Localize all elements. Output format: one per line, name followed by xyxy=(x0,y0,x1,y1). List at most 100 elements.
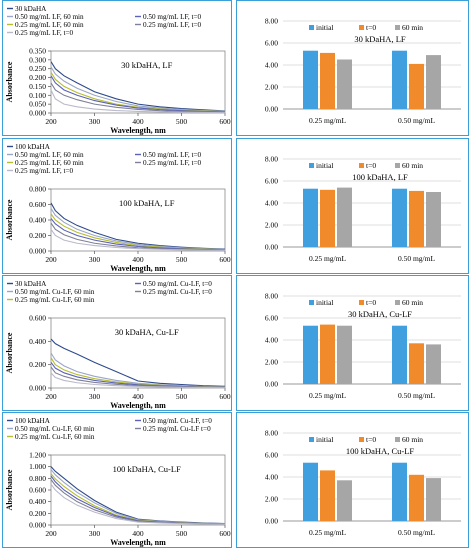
y-tick-label: 2.00 xyxy=(265,358,278,367)
legend-swatch xyxy=(359,437,364,442)
chart-annotation: 30 kDaHA, LF xyxy=(121,60,173,70)
y-tick-label: 0.400 xyxy=(29,337,46,346)
x-tick-label: 300 xyxy=(89,255,101,264)
y-tick-label: 0.00 xyxy=(265,517,278,526)
absorbance-panel: 30 kDaHA 0.50 mg/mL Cu-LF, t=0 0.50 mg/mL … xyxy=(2,275,232,411)
series-line xyxy=(50,466,226,525)
ph-panel: 0.00 2.00 4.00 6.00 8.00 initial t=0 60 min 30 k… xyxy=(236,0,469,136)
chart-annotation: 100 kDaHA, Cu-LF xyxy=(113,464,182,474)
y-tick-label: 2.00 xyxy=(265,83,278,92)
legend-label: 0.25 mg/mL LF, t=0 xyxy=(15,29,74,37)
y-axis-label: Absorbance xyxy=(5,199,14,240)
bar xyxy=(320,324,335,384)
chart-annotation: 30 kDaHA, Cu-LF xyxy=(348,309,412,319)
series-line xyxy=(50,475,226,525)
y-tick-label: 2.00 xyxy=(265,495,278,504)
x-tick-label: 200 xyxy=(45,529,57,538)
category-label: 0.50 mg/mL xyxy=(398,116,436,125)
absorbance-panel: 100 kDaHA 0.50 mg/mL Cu-LF, t=0 0.50 mg/mL… xyxy=(2,412,232,548)
legend-label: 0.50 mg/mL Cu-LF, 60 min xyxy=(15,288,95,296)
series-line xyxy=(50,479,226,525)
legend-label: initial xyxy=(316,435,334,444)
bar xyxy=(426,55,441,109)
series-line xyxy=(50,483,226,525)
legend-swatch xyxy=(309,163,314,168)
bar xyxy=(337,480,352,521)
category-label: 0.50 mg/mL xyxy=(398,254,436,263)
y-tick-label: 0.000 xyxy=(29,384,46,393)
y-tick-label: 0.400 xyxy=(29,497,46,506)
legend-label: 0.50 mg/mL LF, 60 min xyxy=(15,151,84,159)
bar xyxy=(320,52,335,109)
legend-swatch xyxy=(395,163,400,168)
bar xyxy=(392,188,407,247)
bar xyxy=(409,343,424,384)
bar xyxy=(409,63,424,109)
legend: 100 kDaHA 0.50 mg/mL Cu-LF, t=0 0.50 mg/mL… xyxy=(7,417,212,441)
y-tick-label: 4.00 xyxy=(265,61,278,70)
bar xyxy=(337,325,352,384)
ph-bar-chart: 0.00 2.00 4.00 6.00 8.00 initial t=0 60 min 30 k… xyxy=(265,17,461,125)
y-tick-label: 1.200 xyxy=(29,451,46,460)
legend-label: initial xyxy=(316,298,334,307)
chart-annotation: 30 kDaHA, LF xyxy=(354,34,406,44)
absorbance-chart: 30 kDaHA 0.50 mg/mL Cu-LF, t=0 0.50 mg/mL … xyxy=(5,280,231,410)
bar xyxy=(303,462,318,521)
legend-label: 0.25 mg/mL LF, 60 min xyxy=(15,21,84,29)
legend-swatch xyxy=(395,25,400,30)
legend-label: 0.25 mg/mL Cu-LF, t=0 xyxy=(143,288,212,296)
absorbance-chart: 100 kDaHA 0.50 mg/mL Cu-LF, t=0 0.50 mg/mL… xyxy=(5,417,231,547)
bar xyxy=(303,325,318,384)
y-tick-label: 8.00 xyxy=(265,429,278,438)
legend-label: 60 min xyxy=(402,435,423,444)
legend-swatch xyxy=(309,437,314,442)
chart-annotation: 100 kDaHA, LF xyxy=(352,172,408,182)
x-tick-label: 500 xyxy=(176,529,188,538)
y-tick-label: 0.600 xyxy=(29,200,46,209)
legend-label: 0.25 mg/mL Cu-LF, 60 min xyxy=(15,433,95,441)
bar xyxy=(320,189,335,247)
y-tick-label: 0.800 xyxy=(29,185,46,194)
x-axis-label: Wavelength, nm xyxy=(110,401,166,410)
category-label: 0.50 mg/mL xyxy=(398,528,436,537)
x-tick-label: 300 xyxy=(89,392,101,401)
legend-label: 0.50 mg/mL LF, t=0 xyxy=(143,151,202,159)
bar xyxy=(303,50,318,109)
x-tick-label: 200 xyxy=(45,392,57,401)
bar xyxy=(409,190,424,247)
y-tick-label: 0.200 xyxy=(29,73,46,82)
x-tick-label: 600 xyxy=(219,529,231,538)
y-tick-label: 0.050 xyxy=(29,100,46,109)
legend-label: 0.25 mg/mL Cu-LF t=0 xyxy=(143,425,211,433)
legend-label: 0.25 mg/mL LF, t=0 xyxy=(143,21,202,29)
legend-swatch xyxy=(359,163,364,168)
y-tick-label: 6.00 xyxy=(265,177,278,186)
x-tick-label: 500 xyxy=(176,117,188,126)
y-tick-label: 0.00 xyxy=(265,243,278,252)
y-tick-label: 8.00 xyxy=(265,17,278,26)
y-tick-label: 0.000 xyxy=(29,521,46,530)
legend: initial t=0 60 min xyxy=(309,23,423,32)
bar xyxy=(337,59,352,109)
legend-label: 30 kDaHA xyxy=(15,5,47,13)
series-line xyxy=(50,66,226,112)
bar xyxy=(303,188,318,247)
legend-label: t=0 xyxy=(366,161,376,170)
y-tick-label: 6.00 xyxy=(265,314,278,323)
y-tick-label: 0.300 xyxy=(29,55,46,64)
y-tick-label: 0.00 xyxy=(265,380,278,389)
legend-swatch xyxy=(309,300,314,305)
x-tick-label: 200 xyxy=(45,255,57,264)
legend-label: 0.25 mg/mL LF, 60 min xyxy=(15,159,84,167)
y-tick-label: 4.00 xyxy=(265,473,278,482)
series-line xyxy=(50,228,226,251)
bar xyxy=(337,187,352,247)
x-tick-label: 400 xyxy=(132,529,144,538)
absorbance-panel: 30 kDaHA 0.50 mg/mL LF, 60 min 0.50 mg/mL … xyxy=(2,0,232,136)
y-tick-label: 8.00 xyxy=(265,155,278,164)
y-tick-label: 0.600 xyxy=(29,486,46,495)
series-line xyxy=(50,338,226,387)
legend-label: 60 min xyxy=(402,161,423,170)
